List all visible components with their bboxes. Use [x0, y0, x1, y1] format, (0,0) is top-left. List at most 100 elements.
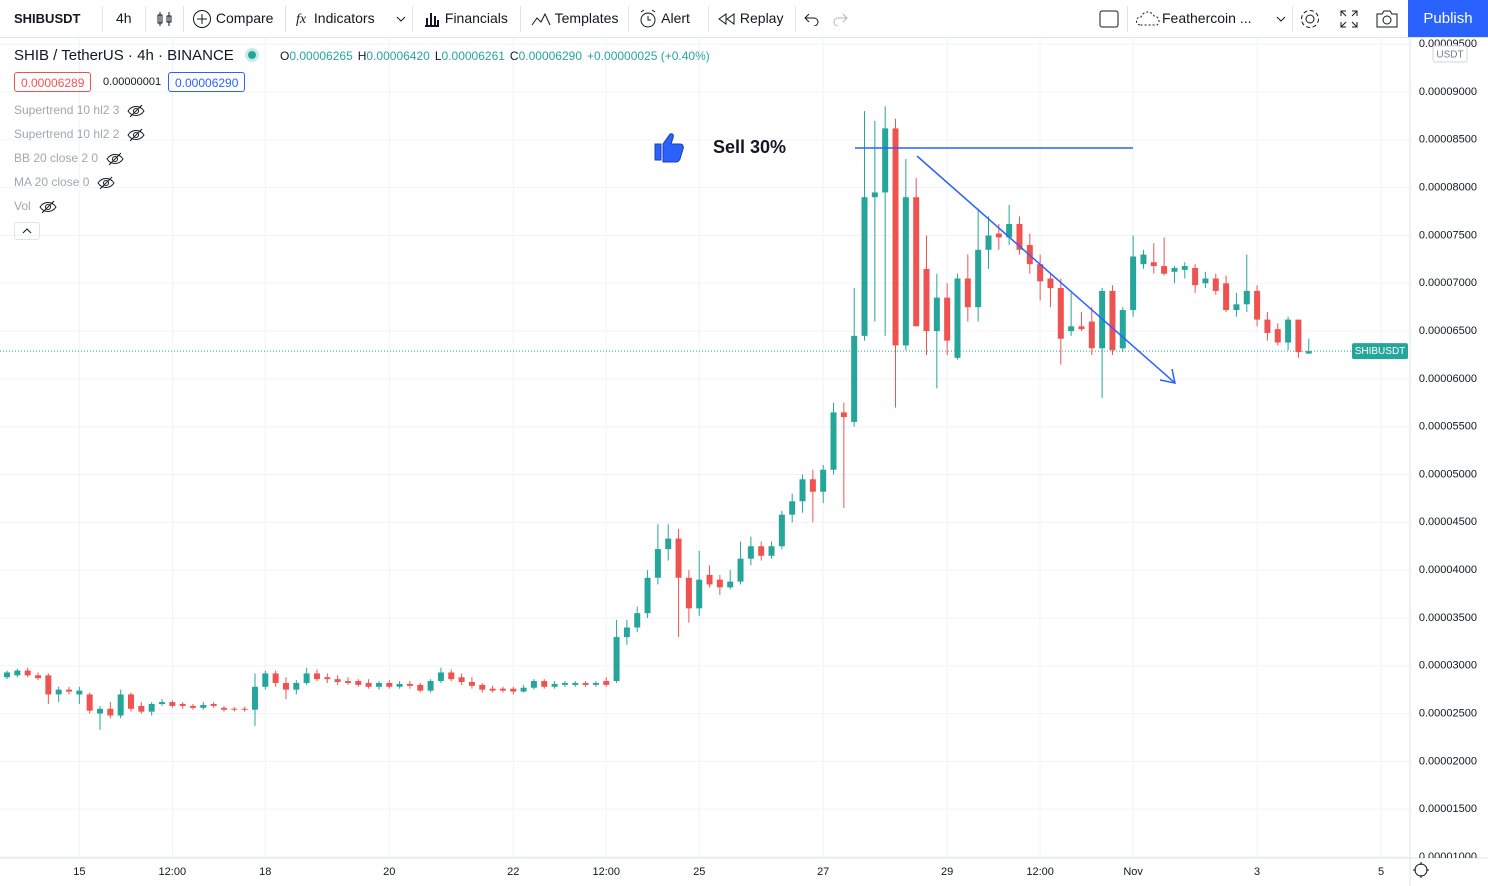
templates-button[interactable]: Templates — [531, 0, 618, 37]
candle-body — [334, 679, 341, 683]
time-axis: 15 12:00 18 20 22 12:00 25 27 29 12:00 Nov 3 5 — [73, 866, 1384, 878]
layout-button[interactable]: Feathercoin ... — [1136, 0, 1252, 37]
candle-body — [127, 694, 134, 709]
replay-button[interactable]: Replay — [718, 0, 783, 37]
templates-label: Templates — [554, 10, 619, 26]
candle-body — [892, 128, 899, 346]
candle-body — [1037, 264, 1044, 282]
candle-body — [458, 677, 465, 683]
candle-body — [1006, 223, 1013, 238]
candle-body — [696, 579, 703, 609]
candle-body — [76, 690, 83, 695]
ohlc-key: C — [509, 49, 519, 63]
candle-body — [1285, 319, 1292, 343]
alert-button[interactable]: Alert — [638, 0, 690, 37]
candle-body — [975, 249, 982, 308]
x-tick-label: 25 — [693, 866, 705, 878]
separator — [145, 6, 146, 32]
collapse-button[interactable] — [14, 222, 40, 240]
hidden-icon[interactable] — [127, 104, 146, 118]
y-tick-label: 0.00006500 — [1419, 325, 1477, 337]
candle-body — [913, 197, 920, 327]
ohlc-value: 0.00006265 — [289, 49, 353, 63]
candle-body — [468, 682, 475, 686]
candle-body — [55, 689, 62, 695]
candle-body — [561, 682, 568, 685]
candle-body — [1264, 319, 1271, 333]
ohlc-value: 0.00006261 — [441, 49, 505, 63]
settings-button[interactable] — [1299, 0, 1321, 37]
chart-style[interactable] — [156, 0, 174, 37]
market-status — [248, 51, 256, 59]
candle-body — [386, 682, 393, 687]
candle-body — [241, 708, 248, 710]
candle-body — [603, 681, 610, 685]
y-tick-label: 0.00002500 — [1419, 707, 1477, 719]
candle-body — [613, 637, 620, 682]
candle-body — [964, 278, 971, 308]
x-tick-label: 15 — [73, 866, 85, 878]
layout-toggle[interactable] — [1099, 0, 1119, 37]
axis-unit: USDT — [1436, 50, 1463, 61]
candle-body — [820, 469, 827, 492]
hidden-icon[interactable] — [127, 128, 146, 142]
y-tick-label: 0.00005500 — [1419, 421, 1477, 433]
price-label-box — [1352, 343, 1408, 360]
candle-body — [14, 670, 21, 676]
separator — [412, 6, 413, 32]
candle-body — [189, 705, 196, 708]
y-tick-label: 0.00001000 — [1419, 851, 1477, 863]
interval[interactable]: 4h — [116, 10, 132, 26]
hidden-icon[interactable] — [97, 176, 115, 190]
settings-icon[interactable] — [1413, 862, 1429, 878]
candle-body — [1192, 267, 1199, 286]
ask-box[interactable]: 0.00006290 — [168, 72, 246, 92]
snapshot-button[interactable] — [1376, 0, 1398, 37]
fullscreen-button[interactable] — [1339, 0, 1359, 37]
layout-label: Feathercoin ... — [1162, 10, 1252, 26]
candle-body — [747, 546, 754, 559]
indicators-button[interactable]: fx Indicators — [296, 10, 375, 27]
candle-body — [210, 704, 217, 706]
y-tick-label: 0.00003500 — [1419, 612, 1477, 624]
hidden-icon[interactable] — [106, 152, 124, 166]
layout-dropdown[interactable] — [1276, 0, 1286, 37]
indicators-dropdown[interactable] — [396, 0, 406, 37]
candle-body — [355, 681, 362, 685]
candle-body — [1305, 351, 1312, 354]
y-tick-label: 0.00008000 — [1419, 182, 1477, 194]
candle-body — [427, 681, 434, 691]
candle-body — [324, 677, 331, 680]
x-tick-label: 3 — [1254, 866, 1260, 878]
separator — [102, 6, 103, 32]
publish-button[interactable]: Publish — [1408, 0, 1488, 37]
financials-button[interactable]: Financials — [423, 0, 508, 37]
candle-body — [737, 558, 744, 582]
candle-body — [1212, 278, 1219, 291]
candle-body — [510, 688, 517, 692]
candle-body — [138, 705, 145, 712]
separator — [520, 6, 521, 32]
redo-button[interactable] — [832, 0, 848, 37]
candle-body — [706, 574, 713, 585]
hidden-icon[interactable] — [39, 200, 57, 214]
unit-badge[interactable] — [1432, 45, 1468, 63]
candle-body — [406, 683, 413, 686]
change: +0.00000025 (+0.40%) — [587, 49, 710, 63]
ohlc-key: O — [280, 49, 290, 63]
symbol[interactable]: SHIBUSDT — [14, 11, 81, 26]
indicator: Supertrend 10 hl2 3 — [14, 103, 146, 118]
legend-title: SHIB / TetherUS · 4h · BINANCE — [14, 47, 234, 64]
candle-body — [303, 673, 310, 683]
undo-button[interactable] — [804, 0, 820, 37]
y-tick-label: 0.00007500 — [1419, 229, 1477, 241]
compare-button[interactable]: Compare — [192, 0, 273, 37]
bid-box[interactable]: 0.00006289 — [14, 72, 92, 92]
candle-body — [396, 683, 403, 687]
candle-body — [35, 675, 42, 679]
candle-body — [882, 128, 889, 193]
candle-body — [1140, 254, 1147, 265]
trend-arrow[interactable] — [916, 155, 1176, 384]
